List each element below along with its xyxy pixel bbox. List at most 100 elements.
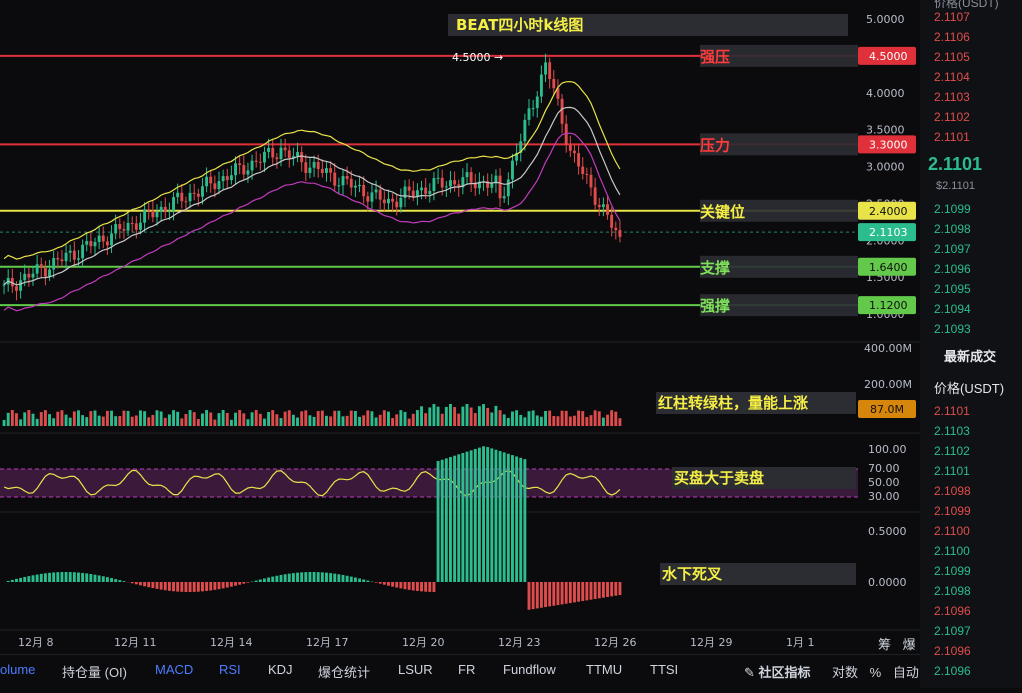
- macd-bar: [391, 582, 394, 587]
- volume-bar: [602, 418, 605, 426]
- tab-9[interactable]: TTMU: [586, 662, 622, 677]
- macd-bar: [160, 582, 163, 590]
- trade-price: 2.1099: [934, 564, 971, 578]
- volume-bar: [176, 412, 179, 426]
- macd-bar: [528, 582, 531, 610]
- x-tick: 12月 29: [690, 636, 733, 649]
- macd-bar: [48, 573, 51, 582]
- candle-body: [296, 152, 299, 156]
- macd-bar: [230, 582, 233, 587]
- macd-bar: [85, 573, 88, 582]
- volume-bar: [544, 411, 547, 426]
- tab-8[interactable]: Fundflow: [503, 662, 556, 677]
- candle-body: [251, 161, 254, 171]
- tab-5[interactable]: 爆仓统计: [318, 662, 370, 681]
- macd-bar: [15, 579, 18, 582]
- macd-bar: [577, 582, 580, 602]
- chips-button[interactable]: 筹: [878, 637, 891, 652]
- macd-bar: [412, 582, 415, 590]
- x-tick: 1月 1: [786, 636, 815, 649]
- bid-price: 2.1096: [934, 262, 971, 276]
- candle-body: [259, 162, 262, 163]
- candle-body: [532, 108, 535, 109]
- volume-bar: [581, 411, 584, 426]
- liquidation-button[interactable]: 爆: [903, 637, 916, 652]
- trade-price: 2.1098: [934, 584, 971, 598]
- candle-body: [226, 176, 229, 180]
- candle-body: [362, 185, 365, 196]
- ask-price: 2.1102: [934, 110, 970, 124]
- macd-bar: [614, 582, 617, 596]
- volume-bar: [594, 410, 597, 426]
- tab-6[interactable]: LSUR: [398, 662, 433, 677]
- candle-body: [19, 280, 22, 290]
- tab-1[interactable]: 持仓量 (OI): [62, 662, 127, 681]
- community-button[interactable]: ✎ 社区指标: [744, 662, 811, 681]
- candle-body: [333, 173, 336, 186]
- trade-price: 2.1100: [934, 544, 970, 558]
- macd-bar: [65, 572, 68, 582]
- percent-toggle[interactable]: %: [870, 665, 882, 680]
- bid-price: 2.1099: [934, 202, 971, 216]
- tab-4[interactable]: KDJ: [268, 662, 293, 677]
- volume-bar: [308, 415, 311, 426]
- bid-price: 2.1094: [934, 302, 971, 316]
- macd-bar: [457, 454, 460, 582]
- level-label: 强压: [700, 48, 730, 66]
- volume-bar: [569, 417, 572, 426]
- volume-bar: [532, 410, 535, 426]
- volume-bar: [329, 416, 332, 426]
- candle-body: [528, 108, 531, 119]
- tab-10[interactable]: TTSI: [650, 662, 678, 677]
- last-price-usd: $2.1101: [936, 180, 975, 192]
- candle-body: [213, 183, 216, 189]
- candle-body: [399, 198, 402, 207]
- volume-bar: [428, 407, 431, 426]
- volume-bar: [478, 406, 481, 426]
- macd-bar: [395, 582, 398, 588]
- volume-bar: [304, 410, 307, 426]
- volume-bar: [238, 410, 241, 426]
- volume-bar: [507, 418, 510, 426]
- volume-bar: [449, 404, 452, 426]
- candle-body: [271, 148, 274, 158]
- volume-bar: [56, 412, 59, 426]
- volume-bar: [499, 410, 502, 426]
- macd-bar: [573, 582, 576, 602]
- macd-bar: [131, 582, 134, 583]
- volume-bar: [387, 412, 390, 426]
- last-price: 2.1101: [928, 154, 982, 175]
- volume-bar: [590, 415, 593, 426]
- volume-bar: [313, 417, 316, 426]
- candle-body: [114, 224, 117, 233]
- candle-body: [387, 199, 390, 203]
- candle-body: [585, 174, 588, 175]
- volume-bar: [255, 410, 258, 426]
- log-toggle[interactable]: 对数: [832, 665, 858, 680]
- bid-price: 2.1093: [934, 322, 971, 336]
- candle-body: [23, 274, 26, 280]
- volume-bar: [65, 415, 68, 426]
- tab-7[interactable]: FR: [458, 662, 475, 677]
- candle-body: [317, 162, 320, 169]
- tab-3[interactable]: RSI: [219, 662, 241, 677]
- candle-body: [27, 274, 30, 278]
- volume-bar: [246, 419, 249, 426]
- macd-bar: [536, 582, 539, 608]
- auto-toggle[interactable]: 自动: [893, 665, 919, 680]
- tab-2[interactable]: MACD: [155, 662, 193, 677]
- candle-body: [52, 258, 55, 269]
- tab-0[interactable]: olume: [0, 662, 35, 677]
- volume-bar: [350, 411, 353, 426]
- macd-bar: [280, 575, 283, 582]
- volume-bar: [618, 418, 621, 426]
- candle-body: [569, 145, 572, 151]
- candle-body: [263, 152, 266, 163]
- candle-body: [379, 190, 382, 200]
- candle-body: [147, 209, 150, 210]
- volume-bar: [540, 417, 543, 426]
- macd-bar: [176, 582, 179, 592]
- chart-title: BEAT四小时k线图: [456, 16, 583, 34]
